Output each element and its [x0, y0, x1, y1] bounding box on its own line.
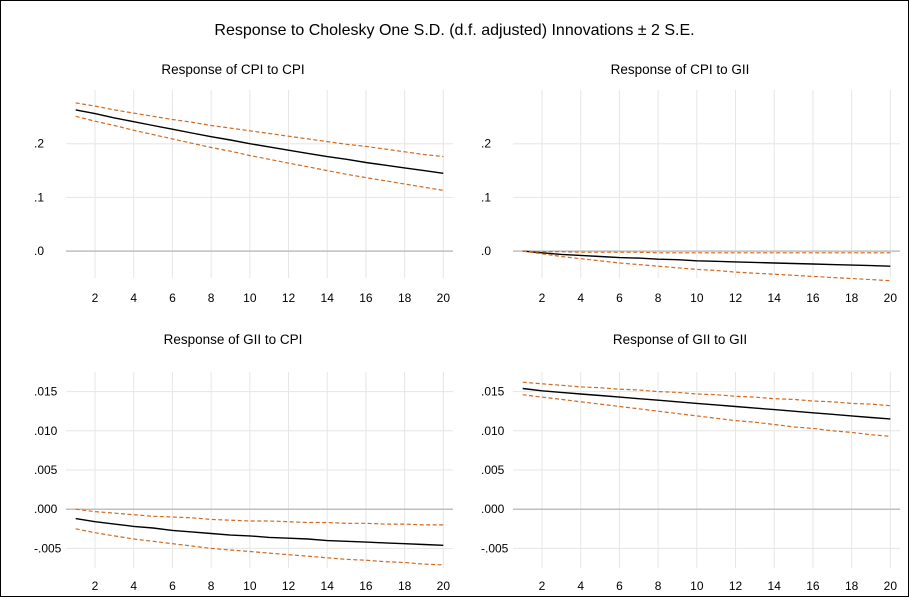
- x-tick-label: 6: [616, 579, 623, 593]
- y-tick-label: .015: [481, 385, 505, 399]
- panel-gii-to-cpi: Response of GII to CPI -.005 .000 .005 .010…: [8, 332, 458, 594]
- response-line: [75, 517, 444, 546]
- x-tick-label: 10: [690, 291, 704, 305]
- response-line: [75, 109, 444, 174]
- x-tick-label: 4: [130, 579, 137, 593]
- x-tick-label: 12: [282, 291, 296, 305]
- panel-plot: -.005 .000 .005 .010 .015 2 4 6 8 10 12 14 16 18 20: [481, 372, 900, 593]
- y-tick-label: .000: [481, 502, 505, 516]
- y-tick-label: .005: [481, 463, 505, 477]
- panel-gii-to-gii: Response of GII to GII -.005 .000 .005 .010…: [455, 332, 905, 594]
- y-tick-label: .0: [481, 244, 491, 258]
- x-tick-label: 14: [321, 579, 335, 593]
- response-line: [522, 250, 891, 267]
- y-tick-label: .015: [34, 385, 58, 399]
- x-tick-label: 16: [806, 291, 820, 305]
- upper-band-line: [522, 381, 891, 407]
- x-tick-label: 6: [169, 579, 176, 593]
- x-tick-label: 8: [655, 579, 662, 593]
- y-tick-label: .010: [34, 424, 58, 438]
- y-tick-label: .0: [34, 244, 44, 258]
- y-tick-label: .1: [481, 190, 491, 204]
- x-tick-label: 2: [92, 579, 99, 593]
- x-tick-label: 6: [169, 291, 176, 305]
- panel-title: Response of CPI to GII: [610, 62, 750, 77]
- x-tick-label: 18: [845, 291, 859, 305]
- x-tick-label: 18: [398, 579, 412, 593]
- y-tick-label: .2: [481, 137, 491, 151]
- x-tick-label: 16: [359, 291, 373, 305]
- upper-band-line: [75, 102, 444, 158]
- x-tick-label: 16: [359, 579, 373, 593]
- panel-plot: .0 .1 .2 2 4 6 8 10 12 14 16 18 20: [481, 90, 900, 305]
- panel-title: Response of GII to GII: [612, 332, 748, 347]
- x-tick-label: 6: [616, 291, 623, 305]
- y-tick-label: -.005: [34, 541, 62, 555]
- lower-band-line: [522, 250, 891, 282]
- panel-title: Response of CPI to CPI: [161, 62, 305, 77]
- x-tick-label: 2: [92, 291, 99, 305]
- x-tick-label: 12: [729, 579, 743, 593]
- y-tick-label: .005: [34, 463, 58, 477]
- x-tick-label: 14: [768, 579, 782, 593]
- x-tick-label: 14: [321, 291, 335, 305]
- x-tick-label: 10: [243, 579, 257, 593]
- x-tick-label: 10: [690, 579, 704, 593]
- x-tick-label: 12: [282, 579, 296, 593]
- x-tick-label: 8: [208, 579, 215, 593]
- panel-plot: -.005 .000 .005 .010 .015 2 4 6 8 10 12 14 16 18 20: [34, 372, 453, 593]
- x-tick-label: 2: [539, 291, 546, 305]
- panel-plot: .0 .1 .2 2 4 6 8 10 12 14 16 18 20: [34, 90, 453, 305]
- x-tick-label: 20: [437, 579, 451, 593]
- main-title: Response to Cholesky One S.D. (d.f. adju…: [214, 22, 695, 39]
- x-tick-label: 4: [130, 291, 137, 305]
- lower-band-line: [75, 528, 444, 566]
- y-tick-label: .1: [34, 190, 44, 204]
- upper-band-line: [75, 508, 444, 526]
- lower-band-line: [75, 115, 444, 191]
- x-tick-label: 8: [655, 291, 662, 305]
- x-tick-label: 4: [577, 579, 584, 593]
- response-line: [522, 387, 891, 420]
- x-tick-label: 12: [729, 291, 743, 305]
- x-tick-label: 4: [577, 291, 584, 305]
- panel-title: Response of GII to CPI: [163, 332, 303, 347]
- y-tick-label: .2: [34, 137, 44, 151]
- y-tick-label: .010: [481, 424, 505, 438]
- x-tick-label: 10: [243, 291, 257, 305]
- y-tick-label: -.005: [481, 541, 509, 555]
- x-tick-label: 18: [845, 579, 859, 593]
- x-tick-label: 16: [806, 579, 820, 593]
- y-tick-label: .000: [34, 502, 58, 516]
- x-tick-label: 20: [884, 579, 898, 593]
- x-tick-label: 14: [768, 291, 782, 305]
- upper-band-line: [522, 250, 891, 254]
- lower-band-line: [522, 394, 891, 437]
- x-tick-label: 18: [398, 291, 412, 305]
- x-tick-label: 8: [208, 291, 215, 305]
- panel-cpi-to-gii: Response of CPI to GII .0 .1 .2 2 4 6 8 10 12 14 1…: [455, 62, 905, 330]
- x-tick-label: 20: [884, 291, 898, 305]
- panel-cpi-to-cpi: Response of CPI to CPI .0 .1 .2 2 4 6 8 10 12 14 1…: [8, 62, 458, 330]
- x-tick-label: 20: [437, 291, 451, 305]
- x-tick-label: 2: [539, 579, 546, 593]
